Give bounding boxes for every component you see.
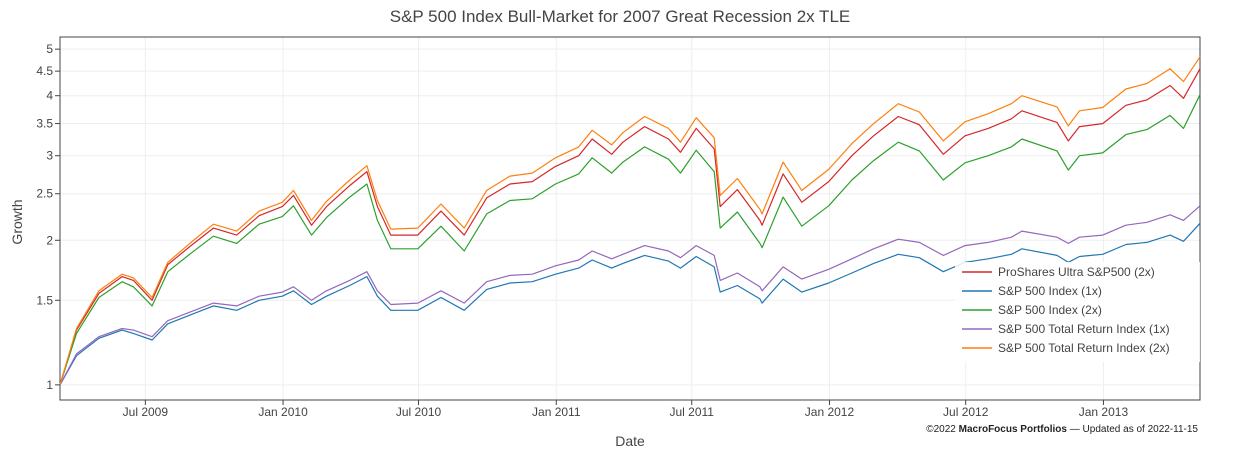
x-axis-ticks: Jul 2009 Jan 2010 Jul 2010 Jan 2011 Jul 2011… xyxy=(123,400,1129,419)
series-line-2 xyxy=(59,222,1201,386)
legend: ProShares Ultra S&P500 (2x) S&P 500 Index… xyxy=(955,262,1200,362)
x-tick-label: Jul 2011 xyxy=(670,405,715,419)
credit-text: ©2022 MacroFocus Portfolios — Updated as… xyxy=(926,424,1198,435)
plot-frame xyxy=(59,36,1201,401)
gridlines xyxy=(60,37,1200,400)
series-lines xyxy=(59,56,1201,386)
y-tick-label: 4.5 xyxy=(36,64,53,78)
y-axis-ticks: 1 1.5 2 2.5 3 3.5 4 4.5 5 xyxy=(36,42,60,392)
x-tick-label: Jan 2011 xyxy=(532,405,581,419)
legend-label: ProShares Ultra S&P500 (2x) xyxy=(998,265,1155,279)
x-tick-label: Jan 2013 xyxy=(1079,405,1129,419)
x-tick-label: Jul 2009 xyxy=(123,405,169,419)
series-line-1 xyxy=(59,68,1201,386)
legend-label: S&P 500 Total Return Index (2x) xyxy=(998,341,1170,355)
y-tick-label: 3.5 xyxy=(36,117,53,131)
y-tick-label: 2 xyxy=(46,233,53,247)
y-tick-label: 1.5 xyxy=(36,293,53,307)
legend-background xyxy=(955,262,1200,362)
y-tick-label: 4 xyxy=(46,89,53,103)
x-tick-label: Jan 2012 xyxy=(805,405,855,419)
legend-label: S&P 500 Index (2x) xyxy=(998,303,1102,317)
x-tick-label: Jul 2012 xyxy=(943,405,989,419)
y-axis-title: Growth xyxy=(9,199,25,244)
y-tick-label: 2.5 xyxy=(36,187,53,201)
y-tick-label: 1 xyxy=(46,378,53,392)
series-line-3 xyxy=(59,94,1201,386)
x-tick-label: Jul 2010 xyxy=(396,405,442,419)
chart-title: S&P 500 Index Bull-Market for 2007 Great… xyxy=(390,7,851,26)
x-axis-title: Date xyxy=(615,433,645,449)
legend-label: S&P 500 Total Return Index (1x) xyxy=(998,322,1170,336)
x-tick-label: Jan 2010 xyxy=(258,405,308,419)
y-tick-label: 5 xyxy=(46,42,53,56)
y-tick-label: 3 xyxy=(46,149,53,163)
legend-label: S&P 500 Index (1x) xyxy=(998,284,1102,298)
series-line-5 xyxy=(59,56,1201,386)
series-line-4 xyxy=(59,205,1201,386)
